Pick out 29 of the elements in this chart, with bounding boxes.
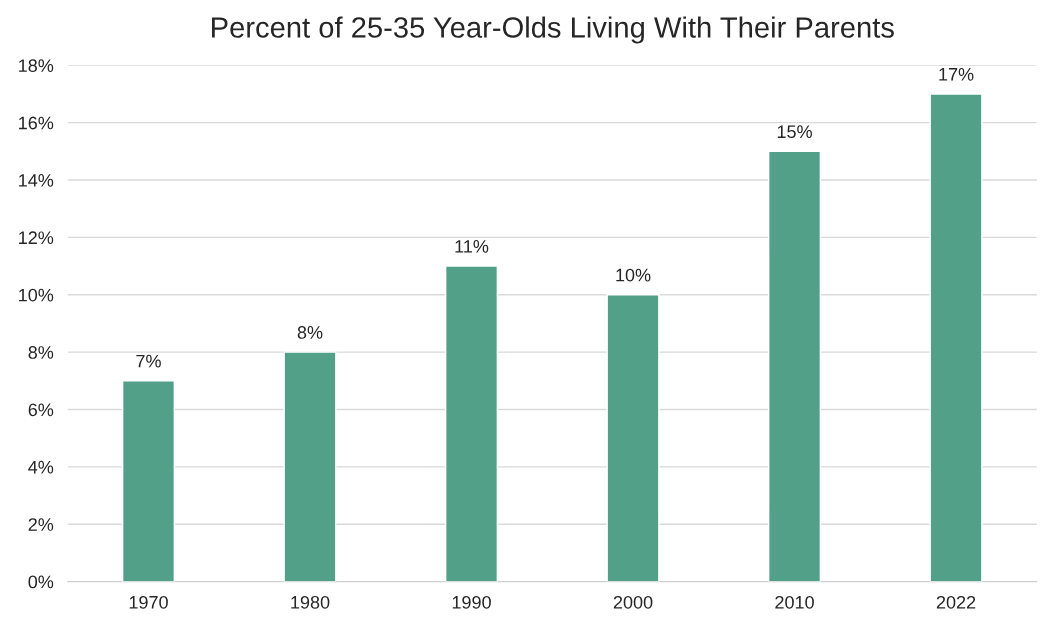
bar bbox=[929, 93, 983, 582]
x-tick-label: 1990 bbox=[452, 595, 491, 609]
data-label: 15% bbox=[777, 125, 812, 139]
x-tick-label: 1970 bbox=[129, 595, 168, 609]
data-label: 8% bbox=[297, 326, 323, 339]
y-tick-label: 14% bbox=[19, 174, 54, 187]
bar bbox=[444, 265, 499, 582]
x-tick-label: 1980 bbox=[291, 595, 330, 609]
y-tick-label: 16% bbox=[19, 116, 54, 130]
bar bbox=[283, 351, 337, 582]
data-label: 10% bbox=[616, 268, 651, 282]
bar bbox=[767, 150, 822, 582]
data-label: 7% bbox=[136, 354, 161, 368]
y-tick-label: 6% bbox=[28, 403, 54, 417]
x-tick-label: 2022 bbox=[936, 595, 976, 609]
y-tick-label: 2% bbox=[28, 518, 54, 531]
y-tick-label: 10% bbox=[19, 288, 54, 302]
bar bbox=[121, 380, 176, 582]
x-tick-label: 2010 bbox=[775, 595, 814, 609]
y-tick-label: 0% bbox=[28, 575, 54, 589]
y-tick-label: 12% bbox=[19, 231, 54, 245]
chart-title: Percent of 25-35 Year-Olds Living With Their Parents bbox=[212, 16, 894, 44]
bar bbox=[606, 294, 660, 582]
data-label: 17% bbox=[939, 67, 974, 81]
y-tick-label: 4% bbox=[28, 460, 54, 474]
y-tick-label: 8% bbox=[28, 346, 54, 359]
data-label: 11% bbox=[455, 240, 489, 253]
y-tick-label: 18% bbox=[19, 59, 54, 73]
x-tick-label: 2000 bbox=[613, 595, 653, 609]
